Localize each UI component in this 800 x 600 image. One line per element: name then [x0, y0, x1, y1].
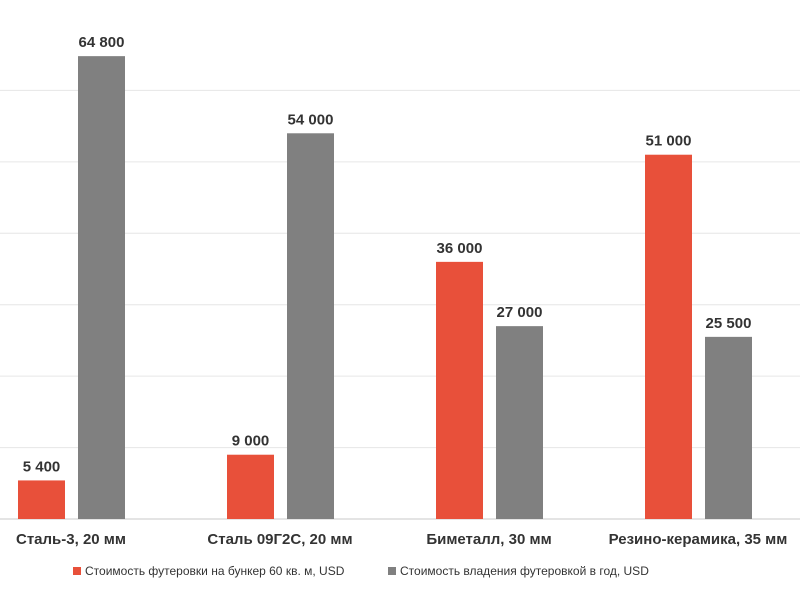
legend-swatch [388, 567, 396, 575]
x-tick-label: Биметалл, 30 мм [426, 531, 551, 548]
value-label: 54 000 [288, 111, 334, 128]
bar [78, 56, 125, 520]
bar [705, 336, 752, 519]
x-tick-label: Сталь 09Г2С, 20 мм [207, 531, 352, 548]
bar [227, 454, 274, 519]
legend-swatch [73, 567, 81, 575]
value-label: 51 000 [646, 133, 692, 150]
bar [645, 154, 692, 519]
legend-label: Стоимость владения футеровкой в год, USD [400, 564, 649, 578]
bar [496, 326, 543, 519]
bar [287, 133, 334, 520]
value-label: 5 400 [23, 458, 61, 475]
value-label: 27 000 [497, 304, 543, 321]
bar [18, 480, 65, 519]
legend-label: Стоимость футеровки на бункер 60 кв. м, … [85, 564, 345, 578]
bar [436, 261, 483, 519]
value-label: 9 000 [232, 433, 270, 450]
value-label: 25 500 [706, 315, 752, 332]
value-label: 36 000 [437, 240, 483, 257]
x-tick-label: Резино-керамика, 35 мм [609, 531, 788, 548]
x-tick-label: Сталь-3, 20 мм [16, 531, 126, 548]
value-label: 64 800 [79, 34, 125, 51]
